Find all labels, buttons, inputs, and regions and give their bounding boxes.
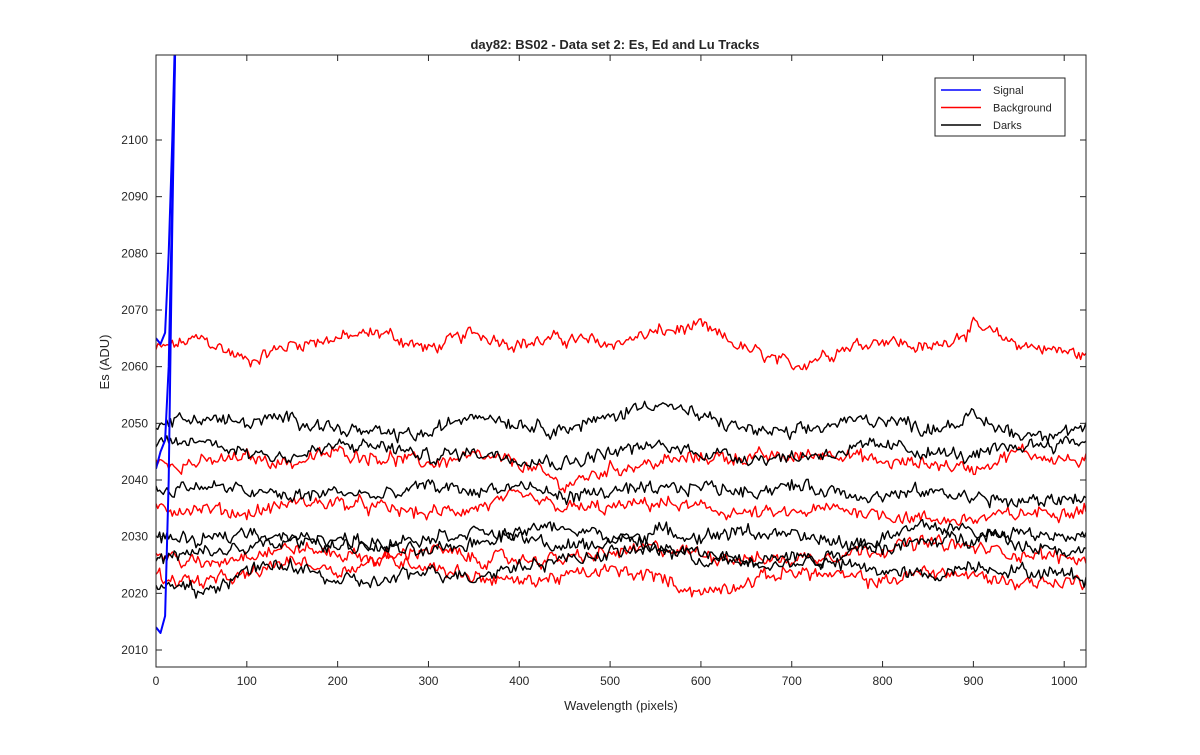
legend-label-darks: Darks <box>993 120 1022 132</box>
axes-frame <box>155 54 1087 668</box>
y-tick-label: 2070 <box>121 303 148 317</box>
y-tick-label: 2010 <box>121 643 148 657</box>
x-tick-label: 800 <box>873 674 893 688</box>
darks-track-1 <box>156 400 1086 444</box>
x-tick-label: 900 <box>963 674 983 688</box>
legend: Signal Background Darks <box>934 77 1066 137</box>
x-tick-label: 600 <box>691 674 711 688</box>
y-tick-label: 2020 <box>121 586 148 600</box>
y-tick-label: 2090 <box>121 190 148 204</box>
legend-label-background: Background <box>993 103 1052 115</box>
y-tick-label: 2040 <box>121 473 148 487</box>
x-tick-label: 0 <box>153 674 160 688</box>
darks-track-2 <box>156 435 1086 471</box>
y-tick-label: 2080 <box>121 246 148 260</box>
x-tick-label: 300 <box>418 674 438 688</box>
background-track-4 <box>156 534 1086 570</box>
y-tick-label: 2060 <box>121 360 148 374</box>
x-tick-label: 400 <box>509 674 529 688</box>
data-lines <box>156 55 1086 634</box>
background-track-3 <box>156 488 1086 526</box>
darks-track-4 <box>156 521 1086 556</box>
x-tick-label: 700 <box>782 674 802 688</box>
x-tick-label: 200 <box>328 674 348 688</box>
signal-track-2 <box>156 55 176 469</box>
plot-area: 0 100 200 300 400 500 600 700 800 900 1000 2010 2020… <box>121 54 1087 688</box>
x-axis-label: Wavelength (pixels) <box>564 698 678 713</box>
x-tick-label: 100 <box>237 674 257 688</box>
y-tick-label: 2030 <box>121 530 148 544</box>
y-axis-label: Es (ADU) <box>97 335 112 390</box>
darks-track-6 <box>156 541 1086 599</box>
x-tick-label: 500 <box>600 674 620 688</box>
y-tick-label: 2050 <box>121 416 148 430</box>
background-track-5 <box>156 550 1086 598</box>
plot-background <box>156 55 1086 667</box>
chart-title: day82: BS02 - Data set 2: Es, Ed and Lu … <box>470 37 759 52</box>
darks-track-5 <box>156 518 1086 571</box>
y-tick-label: 2100 <box>121 133 148 147</box>
darks-track-3 <box>156 478 1086 509</box>
x-tick-label: 1000 <box>1051 674 1078 688</box>
signal-track-3 <box>156 55 176 345</box>
background-track-1 <box>156 316 1086 371</box>
background-track-2 <box>156 443 1086 494</box>
legend-label-signal: Signal <box>993 85 1024 97</box>
